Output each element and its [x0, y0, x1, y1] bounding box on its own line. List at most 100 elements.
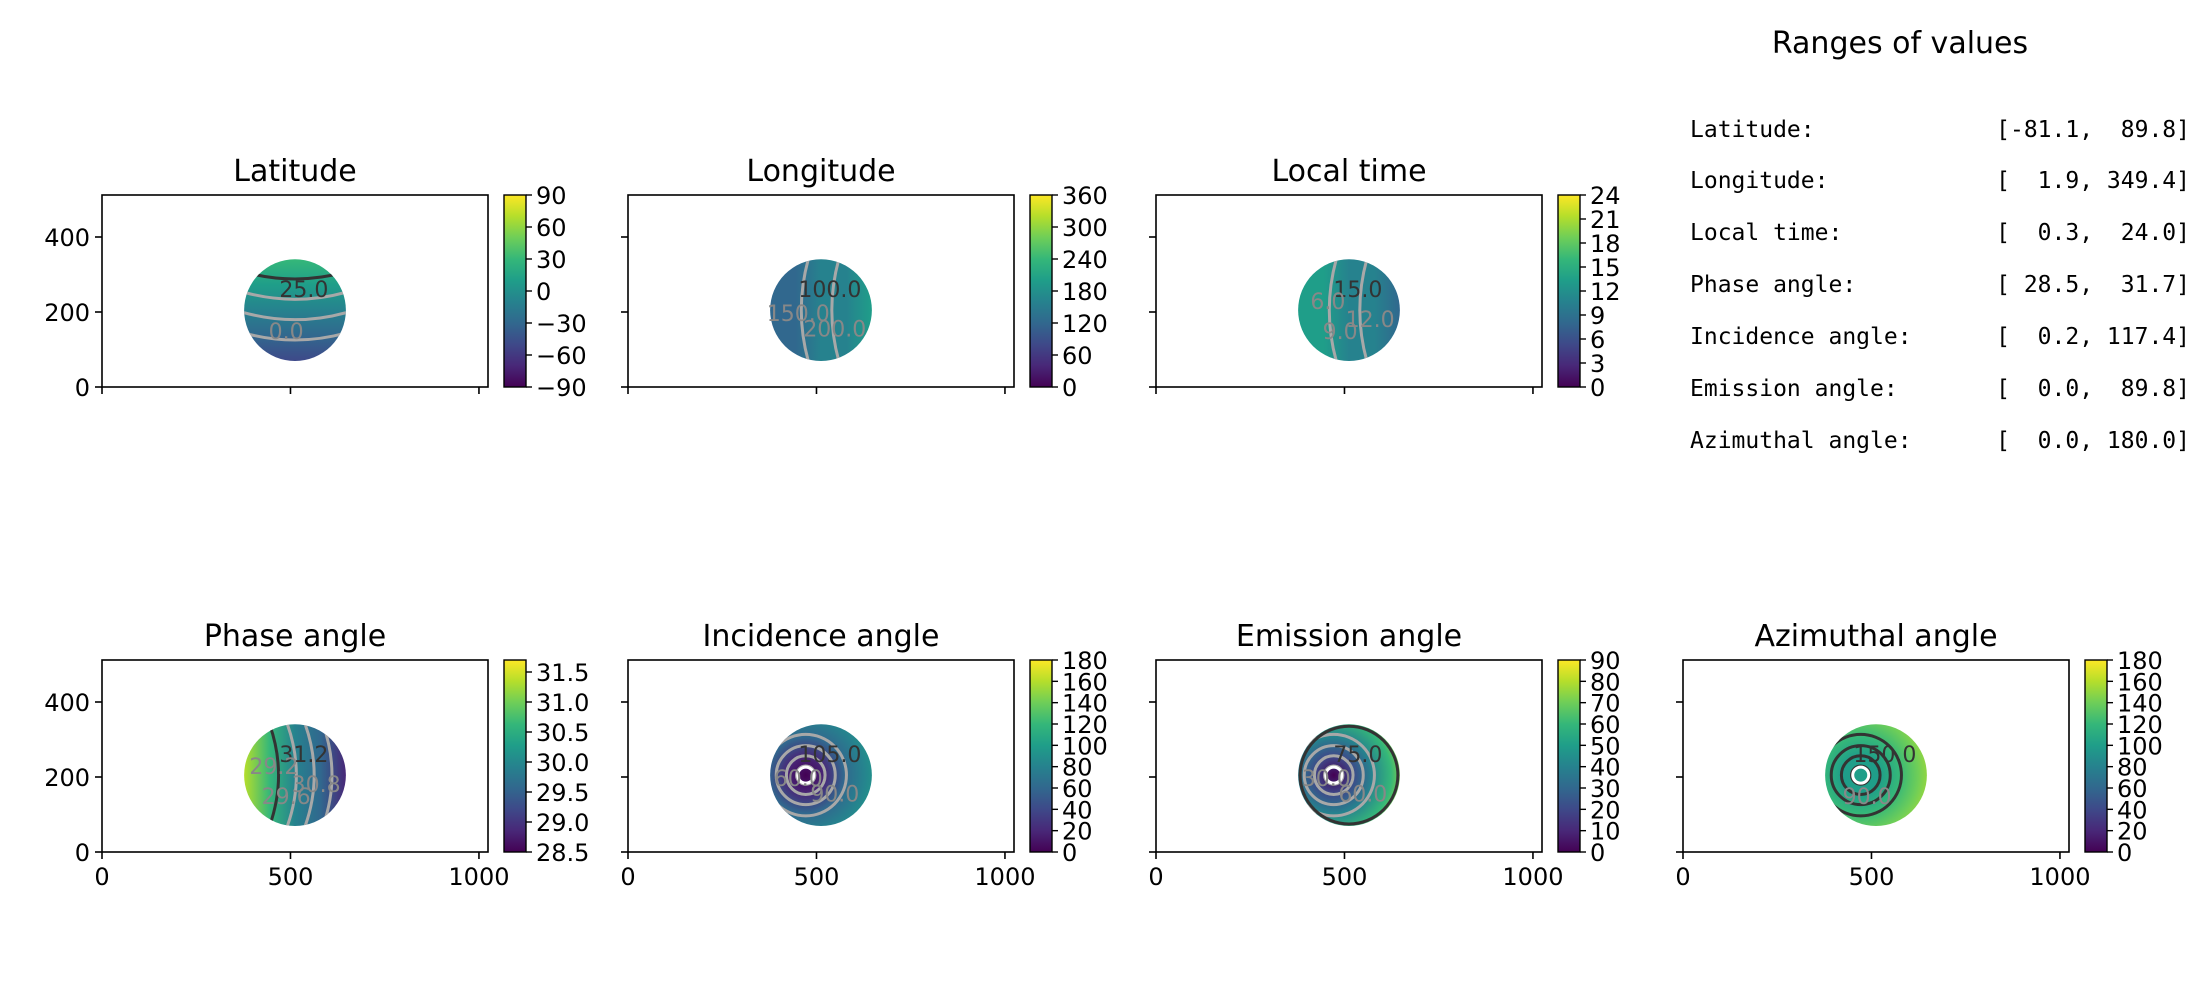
contour-label: 200.0	[803, 317, 866, 342]
colorbar-tick-label: 300	[1062, 214, 1108, 242]
colorbar	[2084, 659, 2108, 853]
range-label: Azimuthal angle:	[1690, 428, 1912, 454]
contour-label: 150.0	[1853, 743, 1916, 768]
colorbar-tick-label: 140	[1062, 690, 1108, 718]
range-row: Phase angle: [ 28.5, 31.7]	[1690, 272, 2190, 302]
axes-frame	[101, 659, 489, 853]
contour-label: 12.0	[1346, 308, 1395, 333]
range-label: Longitude:	[1690, 168, 1829, 194]
contour-line	[1829, 744, 1892, 807]
contour-line	[830, 259, 841, 362]
contour-lines	[1825, 732, 1903, 818]
colorbar-tick-label: 120	[2117, 711, 2163, 739]
range-value: [ 0.2, 117.4]	[1996, 324, 2190, 350]
colorbar	[1029, 194, 1053, 388]
colorbar-tick-label: 0	[1590, 374, 1605, 402]
colorbar	[503, 194, 527, 388]
colorbar-tick-label: 31.5	[536, 659, 589, 687]
contour-label: 0.0	[269, 320, 304, 345]
range-value: [-81.1, 89.8]	[1996, 117, 2190, 143]
range-label: Phase angle:	[1690, 272, 1857, 298]
colorbar-tick-label: 60	[2117, 775, 2148, 803]
x-tick-label: 1000	[448, 863, 509, 891]
colorbar-tick-label: 6	[1590, 326, 1605, 354]
x-tick-label: 500	[1849, 863, 1895, 891]
x-tick-label: 0	[1148, 863, 1163, 891]
x-tick-label: 0	[94, 863, 109, 891]
contour-label: 60.0	[774, 767, 823, 792]
colorbar-tick-label: 160	[1062, 668, 1108, 696]
y-tick-label: 400	[44, 689, 90, 717]
x-tick-label: 0	[1675, 863, 1690, 891]
colorbar-tick-label: 30.5	[536, 719, 589, 747]
contour-line	[1324, 765, 1344, 785]
contour-line	[1851, 765, 1871, 785]
colorbar-tick-label: −60	[536, 342, 587, 370]
contour-label: 150.0	[767, 302, 830, 327]
colorbar-tick-label: 50	[1590, 732, 1621, 760]
axes-frame	[101, 194, 489, 388]
range-value: [ 0.0, 180.0]	[1996, 428, 2190, 454]
colorbar	[1557, 194, 1581, 388]
colorbar-tick-label: 80	[2117, 754, 2148, 782]
x-tick-label: 1000	[1502, 863, 1563, 891]
colorbar-tick-label: 180	[2117, 647, 2163, 675]
planet-disk	[770, 259, 872, 362]
contour-line	[796, 765, 816, 785]
x-tick-label: 1000	[2029, 863, 2090, 891]
axes-frame	[627, 194, 1015, 388]
colorbar-tick-label: 30.0	[536, 749, 589, 777]
colorbar-tick-label: 20	[1590, 796, 1621, 824]
x-tick-label: 500	[794, 863, 840, 891]
colorbar	[1557, 659, 1581, 853]
x-tick-label: 500	[268, 863, 314, 891]
colorbar	[1029, 659, 1053, 853]
colorbar-tick-label: 9	[1590, 302, 1605, 330]
colorbar-tick-label: 60	[536, 214, 567, 242]
colorbar	[503, 659, 527, 853]
colorbar-tick-label: 40	[2117, 796, 2148, 824]
contour-label: 90.0	[810, 782, 859, 807]
planet-disk	[1825, 724, 1927, 827]
contour-lines	[770, 732, 848, 818]
contour-line	[1327, 259, 1338, 362]
contour-label: 29.6	[262, 785, 311, 810]
y-tick-label: 400	[44, 224, 90, 252]
planet-disk	[1298, 724, 1400, 827]
x-tick-label: 1000	[974, 863, 1035, 891]
contour-label: 90.0	[1843, 785, 1892, 810]
axes-frame	[1155, 659, 1543, 853]
colorbar-tick-label: 60	[1590, 711, 1621, 739]
chart-title: Azimuthal angle	[1754, 619, 1997, 654]
contour-line	[268, 724, 280, 827]
colorbar-tick-label: 0	[1062, 374, 1077, 402]
contour-line	[1302, 744, 1365, 807]
range-row: Incidence angle: [ 0.2, 117.4]	[1690, 324, 2190, 354]
colorbar-tick-label: 24	[1590, 182, 1621, 210]
colorbar-tick-label: 120	[1062, 711, 1108, 739]
contour-lines	[799, 259, 841, 362]
chart-title: Incidence angle	[703, 619, 940, 654]
contour-label: 75.0	[1333, 743, 1382, 768]
contour-line	[1839, 754, 1882, 796]
colorbar-tick-label: 29.0	[536, 809, 589, 837]
colorbar-tick-label: 180	[1062, 647, 1108, 675]
range-label: Incidence angle:	[1690, 324, 1912, 350]
range-value: [ 1.9, 349.4]	[1996, 168, 2190, 194]
colorbar-tick-label: 360	[1062, 182, 1108, 210]
axes-frame	[627, 659, 1015, 853]
range-value: [ 28.5, 31.7]	[1996, 272, 2190, 298]
colorbar-tick-label: 240	[1062, 246, 1108, 274]
y-tick-label: 0	[75, 839, 90, 867]
colorbar-tick-label: 0	[1062, 839, 1077, 867]
colorbar-tick-label: 40	[1590, 754, 1621, 782]
range-label: Latitude:	[1690, 117, 1815, 143]
ranges-title: Ranges of values	[1771, 26, 2029, 61]
x-tick-label: 500	[1322, 863, 1368, 891]
contour-label: 60.0	[1338, 782, 1387, 807]
